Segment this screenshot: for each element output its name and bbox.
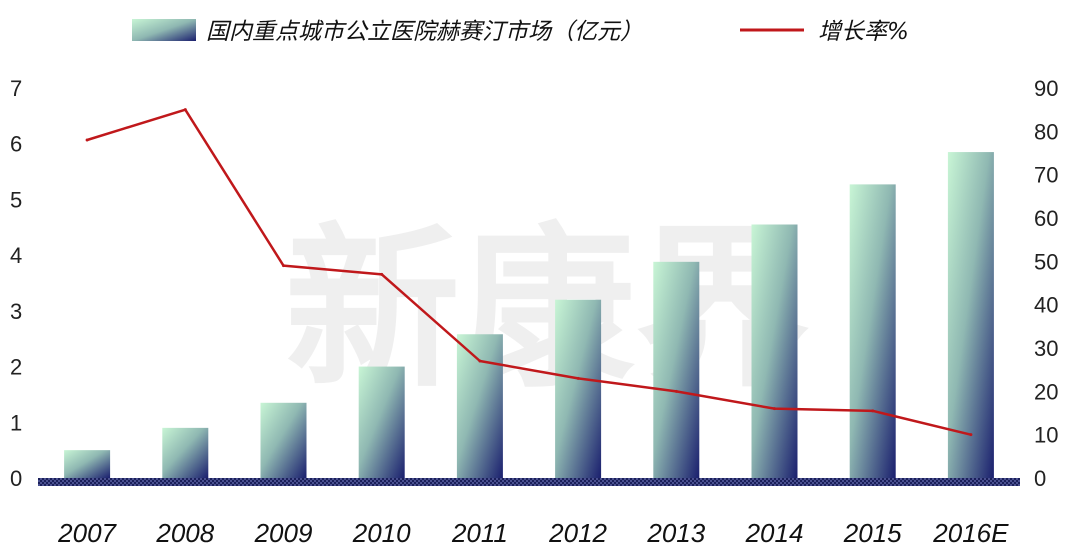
left-axis-tick-6: 6: [10, 132, 22, 157]
x-axis-tick-2015: 2015: [843, 518, 902, 548]
right-axis-tick-90: 90: [1034, 76, 1058, 101]
left-axis-ticks: 0 1 2 3 4 5 6 7: [10, 76, 22, 491]
bar-2014: [751, 224, 798, 478]
bar-2015: [849, 184, 896, 478]
x-axis-tick-2013: 2013: [646, 518, 705, 548]
legend-line-label: 增长率%: [818, 19, 909, 45]
growth-point-2008: [183, 108, 187, 112]
right-axis-tick-40: 40: [1034, 293, 1058, 318]
x-axis-tick-2014: 2014: [745, 518, 804, 548]
right-axis-tick-70: 70: [1034, 163, 1058, 188]
x-axis-tick-2007: 2007: [57, 518, 117, 548]
left-axis-tick-7: 7: [10, 76, 22, 101]
growth-point-2010: [380, 272, 384, 276]
x-axis-tick-2012: 2012: [548, 518, 607, 548]
growth-point-2007: [85, 138, 89, 142]
bar-2009: [260, 402, 307, 478]
x-axis-ticks: 2007 2008 2009 2010 2011 2012 2013 2014 2015 2016…: [57, 518, 1009, 548]
right-axis-tick-20: 20: [1034, 379, 1058, 404]
left-axis-tick-2: 2: [10, 355, 22, 380]
legend-bar-swatch: [132, 19, 196, 41]
growth-point-2014: [773, 407, 776, 411]
growth-point-2011: [478, 359, 482, 363]
x-axis-tick-2016E: 2016E: [932, 518, 1009, 548]
growth-rate-line: [86, 108, 972, 436]
legend: 国内重点城市公立医院赫赛汀市场（亿元） 增长率%: [132, 19, 909, 45]
growth-point-2009: [282, 264, 285, 268]
bar-2010: [358, 366, 405, 478]
x-axis-tick-2009: 2009: [254, 518, 313, 548]
left-axis-tick-3: 3: [10, 299, 22, 324]
right-axis-tick-50: 50: [1034, 249, 1058, 274]
growth-point-2015: [871, 409, 875, 413]
bar-2008: [162, 427, 209, 478]
bar-2011: [456, 334, 503, 478]
legend-bar-label: 国内重点城市公立医院赫赛汀市场（亿元）: [206, 19, 643, 45]
left-axis-tick-4: 4: [10, 243, 22, 268]
right-axis-tick-80: 80: [1034, 119, 1058, 144]
bar-2012: [555, 299, 602, 478]
x-axis-band: [38, 478, 1020, 486]
right-axis-tick-30: 30: [1034, 336, 1058, 361]
growth-point-2016E: [969, 433, 973, 437]
bar-2016E: [947, 152, 994, 479]
bar-series: [64, 152, 994, 479]
left-axis-tick-5: 5: [10, 187, 22, 212]
growth-point-2013: [674, 389, 678, 393]
bar-2013: [653, 261, 700, 478]
line-series: [85, 108, 973, 437]
left-axis-tick-1: 1: [10, 410, 22, 435]
bar-2007: [64, 450, 111, 478]
right-axis-tick-60: 60: [1034, 206, 1058, 231]
right-axis-ticks: 0 10 20 30 40 50 60 70 80 90: [1034, 76, 1058, 491]
left-axis-tick-0: 0: [10, 466, 22, 491]
right-axis-tick-10: 10: [1034, 423, 1058, 448]
x-axis-tick-2010: 2010: [352, 518, 411, 548]
right-axis-tick-0: 0: [1034, 466, 1046, 491]
x-axis-tick-2008: 2008: [155, 518, 214, 548]
x-axis-tick-2011: 2011: [451, 518, 508, 548]
growth-point-2012: [576, 376, 580, 380]
